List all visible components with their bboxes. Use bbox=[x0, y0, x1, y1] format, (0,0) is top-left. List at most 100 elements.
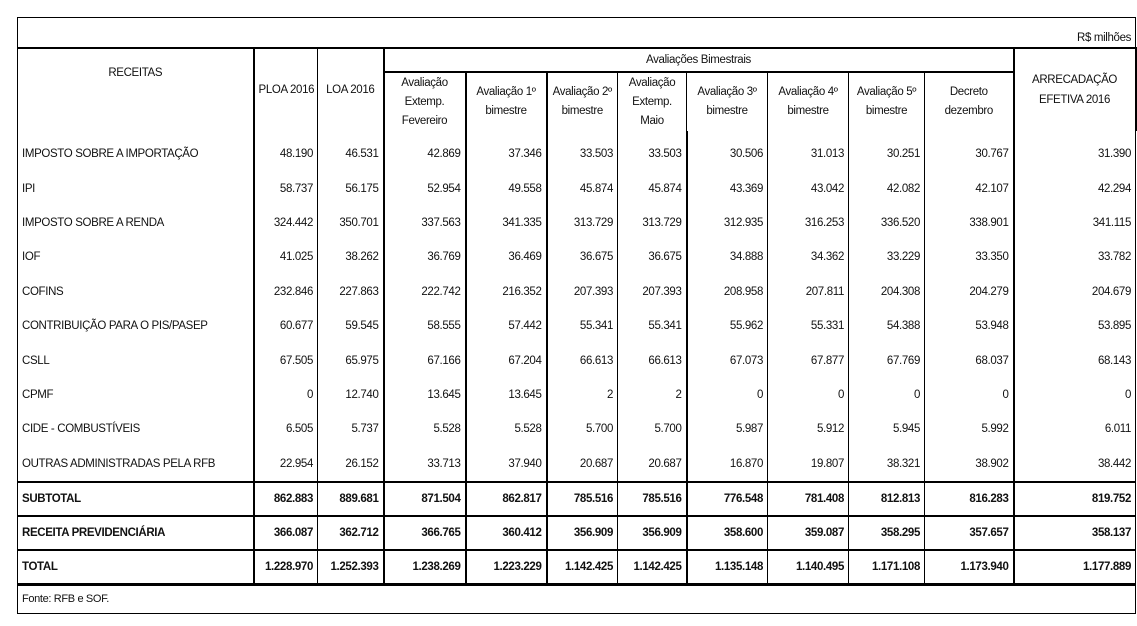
table-row: CONTRIBUIÇÃO PARA O PIS/PASEP 60.677 59.54… bbox=[17, 308, 1137, 344]
cell-value: 5.700 bbox=[546, 412, 618, 447]
cell-value: 5.987 bbox=[686, 412, 768, 447]
cell-value: 227.863 bbox=[317, 274, 385, 309]
cell-value: 0 bbox=[1012, 377, 1137, 413]
cell-value: 871.504 bbox=[383, 480, 467, 516]
header-col-3: Avaliação 2º bimestre bbox=[546, 71, 618, 131]
cell-value: 33.782 bbox=[1012, 240, 1137, 275]
cell-value: 207.393 bbox=[546, 274, 618, 309]
cell-value: 207.811 bbox=[767, 274, 849, 309]
cell-value: 68.143 bbox=[1012, 343, 1137, 378]
cell-value: 358.600 bbox=[686, 514, 768, 550]
cell-value: 781.408 bbox=[767, 480, 849, 516]
cell-value: 41.025 bbox=[253, 240, 318, 275]
cell-value: 53.895 bbox=[1012, 308, 1137, 344]
cell-value: 42.082 bbox=[848, 171, 925, 206]
cell-value: 5.945 bbox=[848, 412, 925, 447]
table-row: COFINS 232.846 227.863 222.742 216.352 207.39… bbox=[17, 274, 1137, 309]
total-row: TOTAL 1.228.970 1.252.393 1.238.269 1.223.22… bbox=[17, 548, 1137, 586]
cell-value: 60.677 bbox=[253, 308, 318, 344]
cell-value: 208.958 bbox=[686, 274, 768, 309]
revenue-table: R$ milhões RECEITAS PLOA 2016 LOA 2016 A… bbox=[16, 17, 1137, 614]
cell-value: 6.505 bbox=[253, 412, 318, 447]
cell-value: 36.675 bbox=[546, 240, 618, 275]
row-label: CSLL bbox=[17, 343, 255, 378]
cell-value: 1.223.229 bbox=[465, 548, 548, 586]
cell-value: 38.262 bbox=[317, 240, 385, 275]
cell-value: 19.807 bbox=[767, 446, 849, 482]
cell-value: 360.412 bbox=[465, 514, 548, 550]
cell-value: 5.737 bbox=[317, 412, 385, 447]
cell-value: 785.516 bbox=[546, 480, 618, 516]
cell-value: 2 bbox=[546, 377, 618, 413]
row-label: COFINS bbox=[17, 274, 255, 309]
cell-value: 1.173.940 bbox=[924, 548, 1015, 586]
table-row: IOF 41.025 38.262 36.769 36.469 36.675 36.675 3… bbox=[17, 240, 1137, 275]
cell-value: 20.687 bbox=[546, 446, 618, 482]
cell-value: 67.204 bbox=[465, 343, 548, 378]
cell-value: 356.909 bbox=[617, 514, 688, 550]
cell-value: 337.563 bbox=[383, 205, 467, 241]
total-row: SUBTOTAL 862.883 889.681 871.504 862.817 785.… bbox=[17, 480, 1137, 516]
header-loa: LOA 2016 bbox=[317, 48, 385, 131]
row-label: CIDE - COMBUSTÍVEIS bbox=[17, 412, 255, 447]
cell-value: 38.321 bbox=[848, 446, 925, 482]
cell-value: 13.645 bbox=[465, 377, 548, 413]
cell-value: 324.442 bbox=[253, 205, 318, 241]
cell-value: 33.503 bbox=[546, 131, 618, 172]
cell-value: 5.992 bbox=[924, 412, 1015, 447]
cell-value: 31.390 bbox=[1012, 131, 1137, 172]
cell-value: 37.346 bbox=[465, 131, 548, 172]
cell-value: 6.011 bbox=[1012, 412, 1137, 447]
header-col-5: Avaliação 3º bimestre bbox=[686, 71, 768, 131]
cell-value: 36.769 bbox=[383, 240, 467, 275]
row-label: SUBTOTAL bbox=[17, 480, 255, 516]
table-row: CIDE - COMBUSTÍVEIS 6.505 5.737 5.528 5.528 5… bbox=[17, 412, 1137, 447]
cell-value: 13.645 bbox=[383, 377, 467, 413]
source-note: Fonte: RFB e SOF. bbox=[16, 583, 1137, 614]
cell-value: 58.555 bbox=[383, 308, 467, 344]
cell-value: 67.073 bbox=[686, 343, 768, 378]
cell-value: 42.869 bbox=[383, 131, 467, 172]
cell-value: 1.252.393 bbox=[317, 548, 385, 586]
table-row: CSLL 67.505 65.975 67.166 67.204 66.613 66.613… bbox=[17, 343, 1137, 378]
header-col-1: Avaliação Extemp. Fevereiro bbox=[383, 71, 467, 131]
cell-value: 312.935 bbox=[686, 205, 768, 241]
cell-value: 36.469 bbox=[465, 240, 548, 275]
row-label: RECEITA PREVIDENCIÁRIA bbox=[17, 514, 255, 550]
cell-value: 38.442 bbox=[1012, 446, 1137, 482]
cell-value: 204.679 bbox=[1012, 274, 1137, 309]
cell-value: 65.975 bbox=[317, 343, 385, 378]
unit-label: R$ milhões bbox=[16, 17, 1137, 49]
cell-value: 776.548 bbox=[686, 480, 768, 516]
cell-value: 359.087 bbox=[767, 514, 849, 550]
row-label: TOTAL bbox=[17, 548, 255, 586]
header-col-4: Avaliação Extemp. Maio bbox=[617, 71, 687, 131]
header-col-7: Avaliação 5º bimestre bbox=[848, 71, 925, 131]
cell-value: 2 bbox=[617, 377, 688, 413]
cell-value: 362.712 bbox=[317, 514, 385, 550]
cell-value: 316.253 bbox=[767, 205, 849, 241]
cell-value: 366.765 bbox=[383, 514, 467, 550]
cell-value: 0 bbox=[767, 377, 849, 413]
cell-value: 357.657 bbox=[924, 514, 1015, 550]
cell-value: 67.877 bbox=[767, 343, 849, 378]
cell-value: 66.613 bbox=[617, 343, 688, 378]
table-row: IMPOSTO SOBRE A RENDA 324.442 350.701 337.5… bbox=[17, 205, 1137, 241]
cell-value: 67.166 bbox=[383, 343, 467, 378]
row-label: OUTRAS ADMINISTRADAS PELA RFB bbox=[17, 446, 255, 482]
cell-value: 42.294 bbox=[1012, 171, 1137, 206]
cell-value: 45.874 bbox=[617, 171, 688, 206]
cell-value: 819.752 bbox=[1012, 480, 1137, 516]
cell-value: 46.531 bbox=[317, 131, 385, 172]
cell-value: 1.135.148 bbox=[686, 548, 768, 586]
cell-value: 5.528 bbox=[465, 412, 548, 447]
cell-value: 341.335 bbox=[465, 205, 548, 241]
cell-value: 5.528 bbox=[383, 412, 467, 447]
cell-value: 313.729 bbox=[546, 205, 618, 241]
cell-value: 30.251 bbox=[848, 131, 925, 172]
cell-value: 222.742 bbox=[383, 274, 467, 309]
cell-value: 785.516 bbox=[617, 480, 688, 516]
cell-value: 57.442 bbox=[465, 308, 548, 344]
cell-value: 5.912 bbox=[767, 412, 849, 447]
cell-value: 889.681 bbox=[317, 480, 385, 516]
